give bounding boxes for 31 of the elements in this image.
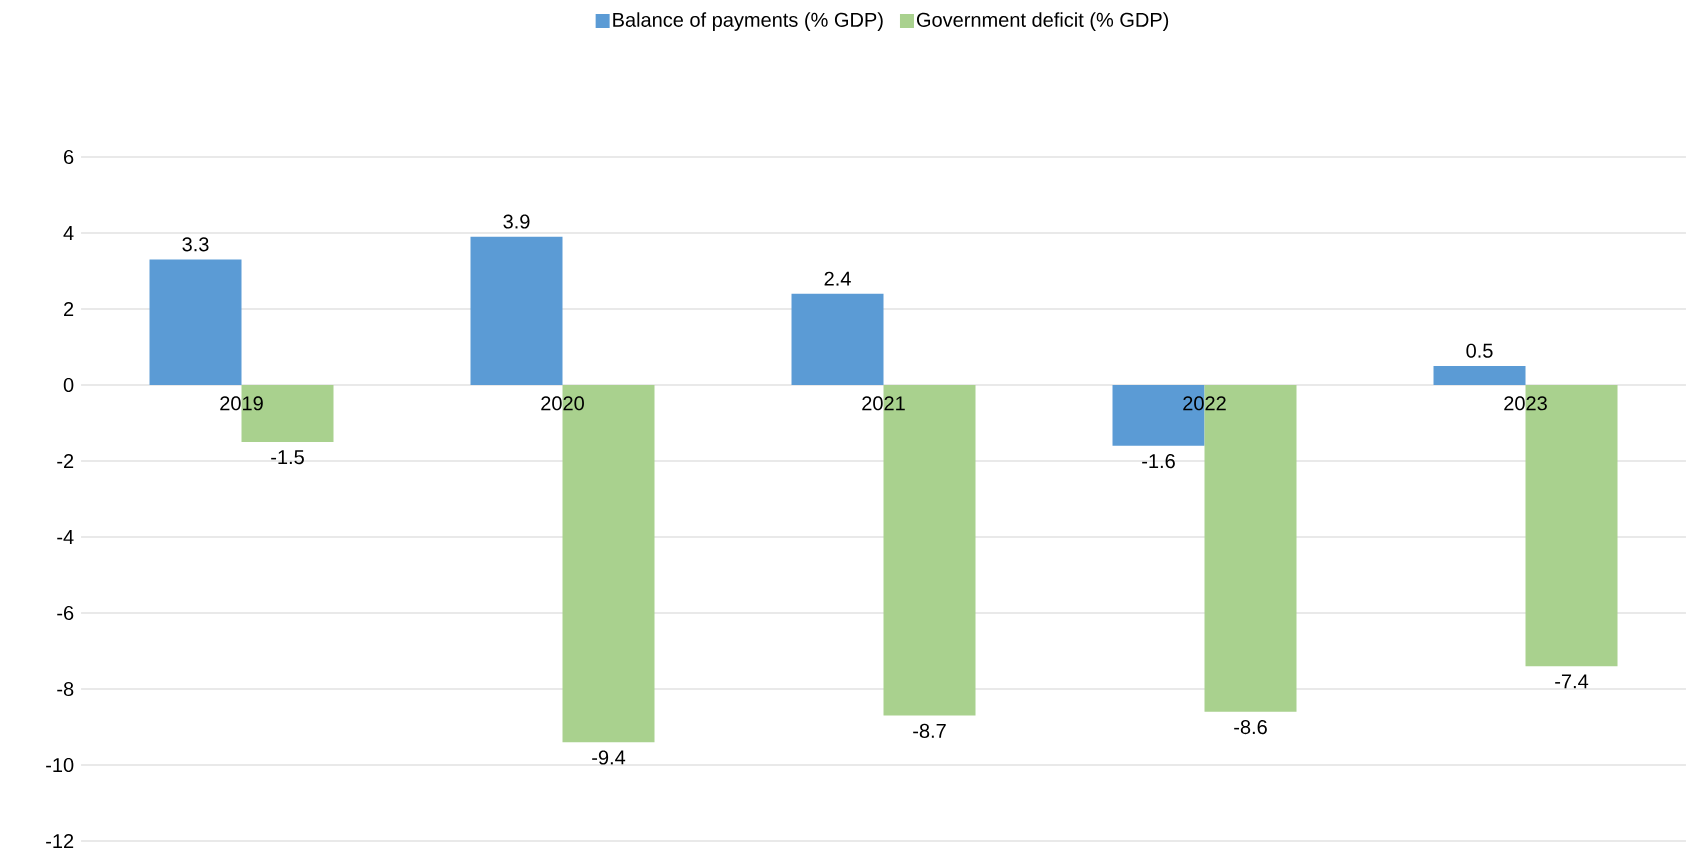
y-tick-label: 2 (64, 302, 74, 316)
bar (149, 259, 242, 385)
x-tick-label: 2022 (1183, 396, 1226, 411)
data-label: -1.6 (1142, 454, 1175, 469)
bar (470, 236, 563, 385)
y-tick-label: 4 (63, 226, 74, 240)
y-tick-label: 6 (64, 149, 74, 165)
y-tick-label: -8 (57, 681, 74, 697)
y-tick-label: -2 (57, 454, 74, 468)
x-tick-label: 2020 (541, 396, 584, 411)
y-tick-label: -10 (46, 757, 74, 773)
legend-label: Government deficit (% GDP) (916, 12, 1169, 31)
y-tick-label: -6 (57, 605, 74, 621)
data-label: -8.6 (1234, 720, 1267, 735)
data-label: -1.5 (271, 450, 304, 465)
y-tick-label: -4 (57, 530, 74, 544)
data-label: -9.4 (592, 750, 626, 765)
data-label: -8.7 (913, 723, 946, 738)
legend-label: Balance of payments (% GDP) (613, 12, 883, 31)
data-label: 3.3 (182, 237, 209, 252)
data-label: 3.9 (503, 214, 530, 229)
x-tick-label: 2023 (1504, 396, 1547, 411)
bar (791, 293, 884, 385)
bar (1433, 366, 1526, 385)
x-tick-label: 2021 (862, 396, 905, 411)
x-tick-label: 2019 (220, 396, 263, 411)
data-label: 2.4 (824, 271, 851, 286)
y-tick-label: 0 (63, 377, 74, 393)
data-label: 0.5 (1466, 343, 1493, 358)
data-label: -7.4 (1555, 674, 1589, 689)
y-tick-label: -12 (46, 834, 74, 848)
